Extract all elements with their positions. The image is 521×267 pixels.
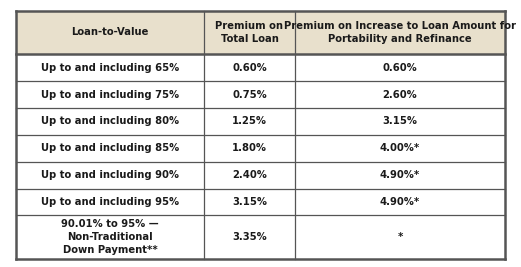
Bar <box>295 11 505 54</box>
Bar <box>295 108 505 135</box>
Text: 4.00%*: 4.00%* <box>380 143 420 153</box>
Bar <box>16 162 204 189</box>
Text: Up to and including 95%: Up to and including 95% <box>41 197 179 207</box>
Bar <box>16 11 204 54</box>
Text: 90.01% to 95% —
Non-Traditional
Down Payment**: 90.01% to 95% — Non-Traditional Down Pay… <box>61 219 159 255</box>
Text: 2.40%: 2.40% <box>232 170 267 180</box>
Text: Up to and including 85%: Up to and including 85% <box>41 143 179 153</box>
Text: 1.80%: 1.80% <box>232 143 267 153</box>
Bar <box>16 215 204 259</box>
Text: Up to and including 65%: Up to and including 65% <box>41 63 179 73</box>
Bar <box>204 54 295 81</box>
Text: 0.60%: 0.60% <box>383 63 417 73</box>
Bar <box>295 215 505 259</box>
Bar <box>295 189 505 215</box>
Bar <box>204 162 295 189</box>
Bar <box>16 189 204 215</box>
Bar <box>204 189 295 215</box>
Text: Premium on Increase to Loan Amount for
Portability and Refinance: Premium on Increase to Loan Amount for P… <box>284 21 516 44</box>
Text: Up to and including 75%: Up to and including 75% <box>41 89 179 100</box>
Text: 3.35%: 3.35% <box>232 232 267 242</box>
Text: Premium on
Total Loan: Premium on Total Loan <box>216 21 283 44</box>
Bar <box>204 81 295 108</box>
Text: 4.90%*: 4.90%* <box>380 197 420 207</box>
Text: 4.90%*: 4.90%* <box>380 170 420 180</box>
Text: 0.60%: 0.60% <box>232 63 267 73</box>
Bar <box>16 135 204 162</box>
Text: 3.15%: 3.15% <box>232 197 267 207</box>
Bar <box>295 162 505 189</box>
Bar <box>16 54 204 81</box>
Bar <box>16 81 204 108</box>
Bar <box>16 108 204 135</box>
Text: Up to and including 80%: Up to and including 80% <box>41 116 179 126</box>
Text: 2.60%: 2.60% <box>383 89 417 100</box>
Bar <box>295 54 505 81</box>
Bar <box>204 135 295 162</box>
Bar <box>204 108 295 135</box>
Text: 1.25%: 1.25% <box>232 116 267 126</box>
Bar <box>295 135 505 162</box>
Bar <box>295 81 505 108</box>
Text: Loan-to-Value: Loan-to-Value <box>71 28 148 37</box>
Text: Up to and including 90%: Up to and including 90% <box>41 170 179 180</box>
Bar <box>204 11 295 54</box>
Bar <box>204 215 295 259</box>
Text: 3.15%: 3.15% <box>382 116 417 126</box>
Text: *: * <box>398 232 403 242</box>
Text: 0.75%: 0.75% <box>232 89 267 100</box>
